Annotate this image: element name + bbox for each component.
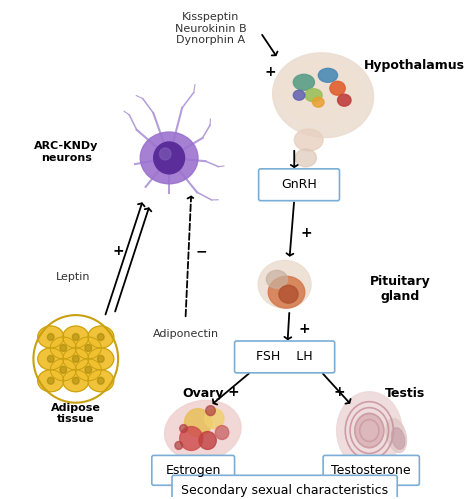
Ellipse shape (295, 149, 316, 167)
Ellipse shape (88, 370, 114, 392)
FancyBboxPatch shape (152, 456, 235, 485)
Text: Secondary sexual characteristics: Secondary sexual characteristics (181, 484, 388, 497)
Text: Kisspeptin
Neurokinin B
Dynorphin A: Kisspeptin Neurokinin B Dynorphin A (175, 12, 246, 45)
Ellipse shape (63, 370, 89, 392)
FancyBboxPatch shape (172, 476, 397, 499)
Ellipse shape (75, 337, 101, 359)
FancyBboxPatch shape (323, 456, 419, 485)
Ellipse shape (293, 90, 305, 100)
Text: Hypothalamus: Hypothalamus (364, 59, 465, 72)
Circle shape (73, 377, 79, 384)
Circle shape (175, 442, 182, 450)
Ellipse shape (38, 348, 64, 370)
Ellipse shape (337, 94, 351, 106)
Circle shape (73, 355, 79, 362)
Text: Estrogen: Estrogen (165, 464, 221, 477)
Circle shape (60, 344, 67, 351)
Circle shape (73, 333, 79, 340)
Circle shape (98, 377, 104, 384)
Ellipse shape (294, 129, 323, 151)
Ellipse shape (279, 285, 298, 303)
Text: +: + (301, 226, 312, 240)
Ellipse shape (38, 370, 64, 392)
Circle shape (60, 366, 67, 373)
Ellipse shape (50, 359, 76, 381)
Text: Pituitary
gland: Pituitary gland (370, 275, 430, 303)
Text: +: + (228, 385, 239, 399)
Text: +: + (264, 65, 276, 79)
Circle shape (206, 406, 215, 416)
Ellipse shape (88, 326, 114, 348)
Circle shape (47, 333, 54, 340)
Ellipse shape (75, 359, 101, 381)
Circle shape (98, 333, 104, 340)
Ellipse shape (355, 413, 384, 448)
Ellipse shape (330, 81, 345, 95)
Ellipse shape (268, 276, 305, 308)
Text: Leptin: Leptin (55, 272, 90, 282)
Ellipse shape (305, 89, 322, 102)
Text: Ovary: Ovary (182, 387, 224, 400)
Text: Testis: Testis (385, 387, 425, 400)
Circle shape (205, 409, 224, 429)
Circle shape (98, 355, 104, 362)
Text: ARC-KNDy
neurons: ARC-KNDy neurons (34, 141, 98, 163)
Ellipse shape (88, 348, 114, 370)
FancyBboxPatch shape (235, 341, 335, 373)
Ellipse shape (386, 419, 407, 453)
Text: Adiponectin: Adiponectin (153, 329, 219, 339)
Ellipse shape (273, 53, 374, 138)
Ellipse shape (258, 260, 311, 308)
Text: Adipose
tissue: Adipose tissue (51, 403, 100, 425)
Circle shape (47, 377, 54, 384)
Text: −: − (195, 245, 207, 258)
Ellipse shape (140, 132, 198, 184)
Ellipse shape (164, 400, 241, 461)
Ellipse shape (63, 326, 89, 348)
Circle shape (215, 426, 229, 440)
Circle shape (199, 432, 216, 450)
Circle shape (184, 409, 211, 437)
Ellipse shape (312, 97, 324, 107)
Text: +: + (112, 245, 124, 258)
Circle shape (85, 366, 91, 373)
Ellipse shape (50, 337, 76, 359)
Ellipse shape (277, 58, 359, 123)
FancyBboxPatch shape (259, 169, 339, 201)
Circle shape (85, 344, 91, 351)
Ellipse shape (392, 428, 405, 449)
Circle shape (160, 148, 171, 160)
Ellipse shape (63, 348, 89, 370)
Ellipse shape (293, 74, 314, 90)
Circle shape (180, 427, 203, 451)
Circle shape (47, 355, 54, 362)
Ellipse shape (38, 326, 64, 348)
Ellipse shape (337, 392, 402, 470)
Text: GnRH: GnRH (281, 178, 317, 191)
Text: Testosterone: Testosterone (331, 464, 411, 477)
Text: FSH    LH: FSH LH (256, 350, 313, 363)
Circle shape (180, 425, 187, 433)
Ellipse shape (319, 68, 337, 82)
Circle shape (154, 142, 184, 174)
Ellipse shape (266, 270, 288, 288)
Text: +: + (334, 385, 345, 399)
Text: +: + (298, 322, 310, 336)
